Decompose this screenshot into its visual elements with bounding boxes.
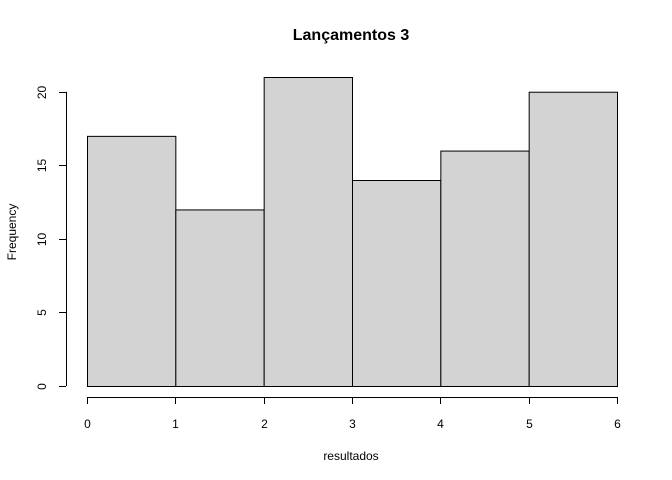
y-tick-label: 20: [35, 86, 49, 100]
histogram-bar: [440, 150, 530, 387]
y-axis-label: Frequency: [5, 204, 19, 261]
histogram-bar: [87, 135, 177, 387]
x-axis-label: resultados: [323, 449, 378, 463]
histogram-bar: [352, 180, 442, 387]
histogram-bar: [175, 209, 265, 387]
x-tick-label: 5: [526, 417, 533, 431]
x-tick-label: 4: [437, 417, 444, 431]
y-tick-label: 10: [35, 233, 49, 247]
y-tick-label: 15: [35, 159, 49, 173]
histogram-bar: [528, 91, 619, 387]
y-axis: 0 5 10 15 20: [35, 86, 67, 390]
x-axis: 0 1 2 3 4 5 6: [84, 397, 621, 431]
chart-title: Lançamentos 3: [293, 27, 410, 44]
bars-group: [87, 77, 619, 387]
x-tick-label: 1: [172, 417, 179, 431]
x-tick-label: 3: [349, 417, 356, 431]
y-tick-label: 5: [35, 309, 49, 316]
x-tick-label: 2: [261, 417, 268, 431]
x-tick-label: 0: [84, 417, 91, 431]
y-tick-label: 0: [35, 383, 49, 390]
histogram-bar: [263, 77, 353, 387]
x-tick-label: 6: [614, 417, 621, 431]
